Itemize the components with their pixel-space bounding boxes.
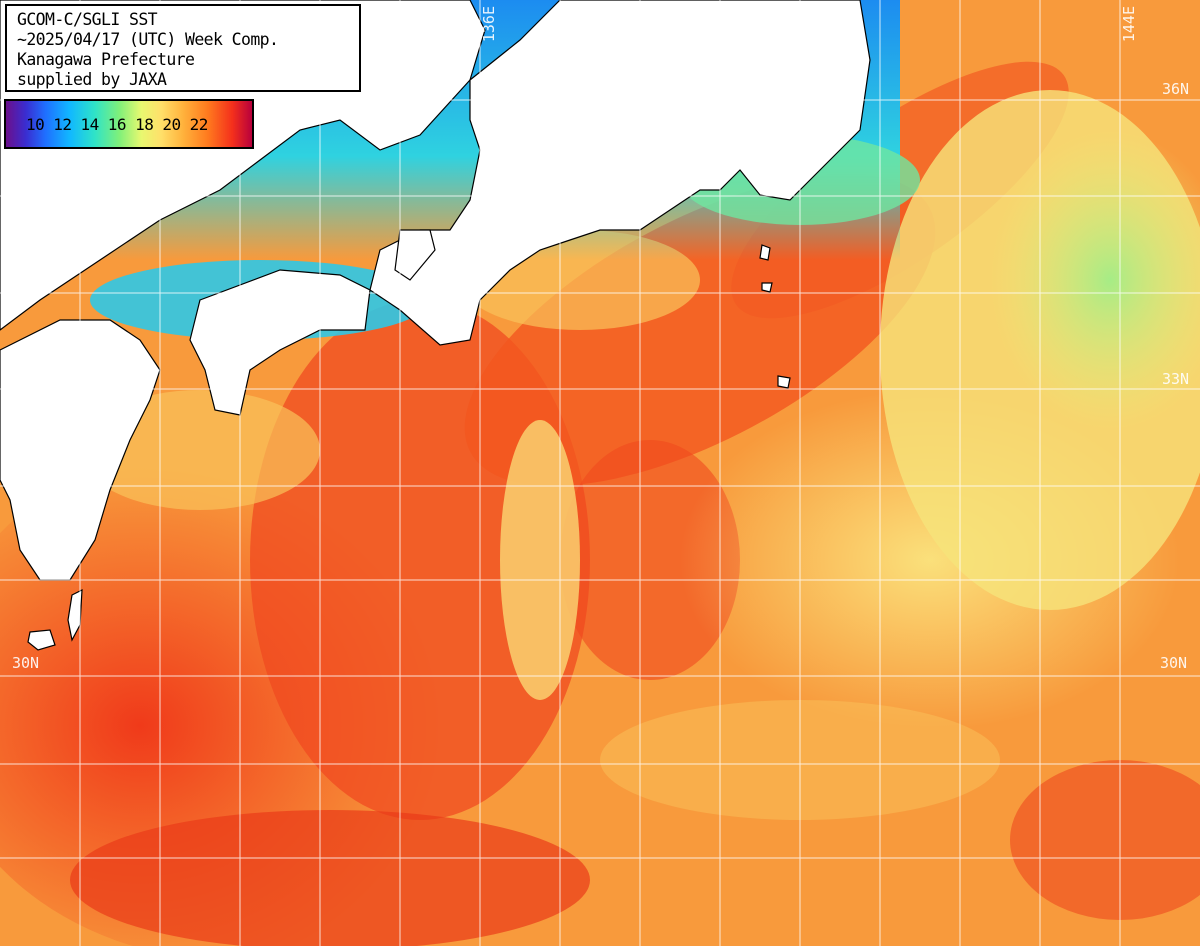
lat-label-36n: 36N <box>1162 80 1190 98</box>
warm-region-south <box>70 810 590 946</box>
lon-label-136e: 136E <box>480 6 498 43</box>
warm-region-southeast <box>1010 760 1200 920</box>
info-title: GCOM-C/SGLI SST <box>17 10 158 29</box>
legend-label-20: 20 <box>162 115 181 134</box>
land-awaji <box>394 229 436 281</box>
legend-label-16: 16 <box>107 115 127 134</box>
info-date: ~2025/04/17 (UTC) Week Comp. <box>17 30 279 49</box>
legend-label-12: 12 <box>53 115 72 134</box>
lon-label-144e: 144E <box>1120 6 1138 43</box>
color-legend: 10 12 14 16 18 20 22 <box>4 99 254 149</box>
land-yakushima <box>27 629 56 651</box>
land-izu-island-2 <box>761 282 773 293</box>
land-shikoku <box>189 269 371 416</box>
warm-region-mid <box>560 440 740 680</box>
lat-label-33n: 33N <box>1162 370 1190 388</box>
info-prefecture: Kanagawa Prefecture <box>17 50 195 69</box>
legend-labels: 10 12 14 16 18 20 22 <box>26 115 208 134</box>
legend-label-14: 14 <box>80 115 100 134</box>
land-hachijo <box>777 375 791 389</box>
info-supplier: supplied by JAXA <box>17 70 167 89</box>
legend-label-10: 10 <box>26 115 45 134</box>
cool-band-1 <box>500 420 580 700</box>
legend-label-22: 22 <box>189 115 209 134</box>
info-box: GCOM-C/SGLI SST ~2025/04/17 (UTC) Week C… <box>5 4 361 92</box>
legend-label-18: 18 <box>135 115 154 134</box>
lat-label-30n-right: 30N <box>1160 654 1188 672</box>
land-izu-island-1 <box>759 244 771 261</box>
lat-label-30n-left: 30N <box>12 654 40 672</box>
green-patch <box>990 130 1200 430</box>
